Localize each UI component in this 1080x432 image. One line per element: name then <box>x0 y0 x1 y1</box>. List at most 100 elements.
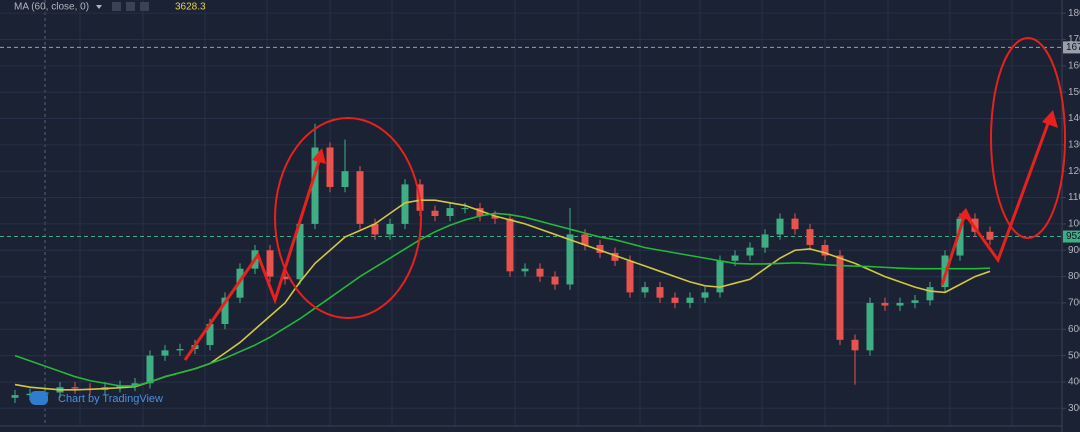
price-lines <box>0 46 1062 238</box>
candle-body <box>911 300 919 303</box>
watermark: Chart by TradingView <box>58 393 163 405</box>
candle-body <box>926 287 934 301</box>
candle-body <box>581 234 589 245</box>
candle-body <box>206 324 214 346</box>
candle-body <box>371 223 379 235</box>
y-tick-label: 600 <box>1068 324 1080 335</box>
candle-body <box>551 276 559 285</box>
candle-body <box>161 350 169 356</box>
candle-body <box>611 252 619 261</box>
dropdown-icon[interactable] <box>96 5 102 9</box>
candle-body <box>11 395 19 398</box>
annotation-circle <box>274 117 422 319</box>
y-tick-label: 1200 <box>1068 166 1080 177</box>
candle-body <box>521 268 529 272</box>
candle-body <box>146 355 154 384</box>
y-tick-label: 1000 <box>1068 219 1080 230</box>
candle-body <box>491 216 499 219</box>
arrow-head <box>957 208 972 220</box>
annotation-circle <box>990 37 1066 239</box>
candle-body <box>731 255 739 261</box>
candle-body <box>71 387 79 389</box>
candle-body <box>311 147 319 224</box>
y-tick-label: 800 <box>1068 271 1080 282</box>
candle-body <box>701 292 709 298</box>
candle-body <box>566 234 574 285</box>
candle-body <box>806 229 814 245</box>
candle-body <box>221 297 229 324</box>
candle-body <box>266 250 274 277</box>
y-tick-label: 900 <box>1068 245 1080 256</box>
indicator-value: 3628.3 <box>175 2 206 13</box>
arrow-head <box>312 148 326 164</box>
candle-body <box>656 287 664 298</box>
candle-body <box>881 302 889 306</box>
candle-body <box>131 383 139 386</box>
indicator-label: MA (60, close, 0) <box>14 2 89 13</box>
y-tick-label: 700 <box>1068 298 1080 309</box>
y-tick-label: 1800 <box>1068 8 1080 19</box>
candle-body <box>851 339 859 351</box>
candle-body <box>836 255 844 340</box>
candle-body <box>641 287 649 293</box>
candle-body <box>356 171 364 224</box>
moving-average-line <box>14 212 991 387</box>
candle-body <box>506 218 514 272</box>
candle-body <box>761 234 769 248</box>
y-tick-label: 1100 <box>1068 192 1080 203</box>
candles <box>11 123 994 404</box>
candle-body <box>986 231 994 240</box>
candle-body <box>26 393 34 396</box>
price-axis: 300 400 500 600 700 800 900 1000 1100 1200 1300 140… <box>1062 8 1080 414</box>
candle-body <box>821 244 829 256</box>
candle-body <box>686 297 694 303</box>
settings-icon[interactable] <box>126 2 135 11</box>
y-tick-label: 1500 <box>1068 87 1080 98</box>
candle-body <box>326 147 334 188</box>
vertical-grid <box>44 0 1013 426</box>
candle-body <box>296 223 304 280</box>
price-label-box <box>1063 230 1080 243</box>
arrow-head <box>1042 110 1058 128</box>
candle-body <box>746 247 754 256</box>
moving-averages <box>14 199 991 391</box>
y-tick-label: 500 <box>1068 350 1080 361</box>
y-tick-label: 1700 <box>1068 34 1080 45</box>
y-tick-label: 1600 <box>1068 60 1080 71</box>
y-tick-label: 1300 <box>1068 140 1080 151</box>
candle-body <box>956 218 964 256</box>
y-tick-label: 400 <box>1068 377 1080 388</box>
candle-body <box>446 208 454 216</box>
price-label: 1670 <box>1066 42 1080 53</box>
visibility-icon[interactable] <box>112 2 121 11</box>
candle-body <box>896 302 904 306</box>
candle-body <box>866 302 874 351</box>
annotation-arrow <box>183 157 322 361</box>
y-tick-label: 300 <box>1068 403 1080 414</box>
candle-body <box>461 208 469 210</box>
candle-body <box>776 218 784 235</box>
candle-body <box>716 260 724 293</box>
price-label: 952 <box>1066 231 1080 242</box>
watermark-logo <box>30 391 48 405</box>
close-icon[interactable] <box>140 2 149 11</box>
candle-body <box>341 171 349 188</box>
candle-body <box>596 244 604 253</box>
candle-body <box>401 184 409 224</box>
candle-body <box>536 268 544 277</box>
candle-body <box>791 218 799 230</box>
horizontal-grid <box>0 12 1062 409</box>
candle-body <box>476 208 484 216</box>
annotations <box>183 37 1066 361</box>
candle-body <box>971 218 979 232</box>
candle-body <box>281 276 289 280</box>
candle-body <box>176 349 184 351</box>
candle-body <box>671 297 679 303</box>
annotation-arrow <box>940 117 1052 286</box>
y-tick-label: 1400 <box>1068 113 1080 124</box>
candle-body <box>386 223 394 235</box>
candle-body <box>431 210 439 216</box>
